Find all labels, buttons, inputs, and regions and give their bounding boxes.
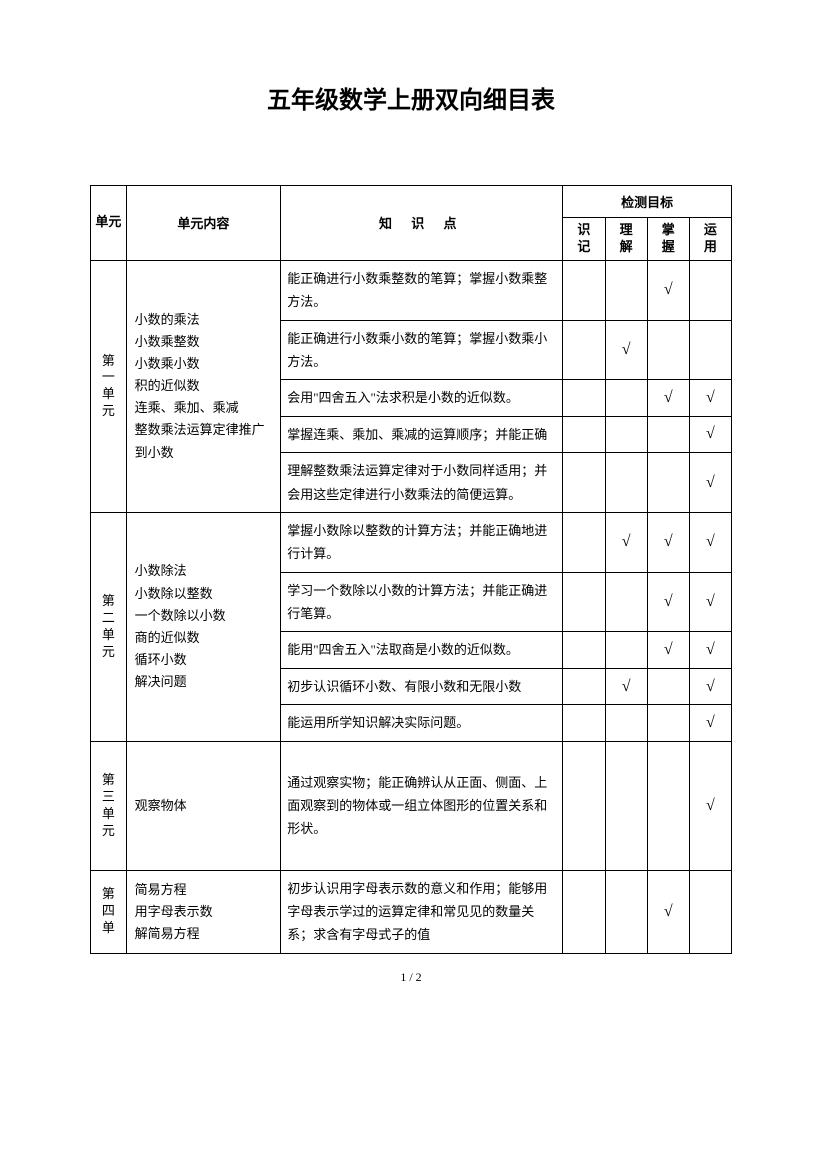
check-cell (563, 416, 605, 452)
check-cell: √ (647, 870, 689, 953)
unit-content: 简易方程用字母表示数解简易方程 (126, 870, 281, 953)
header-knowledge: 知 识 点 (281, 186, 563, 261)
knowledge-cell: 初步认识循环小数、有限小数和无限小数 (281, 668, 563, 704)
check-cell (689, 260, 731, 320)
page-title: 五年级数学上册双向细目表 (90, 80, 732, 115)
knowledge-cell: 学习一个数除以小数的计算方法；并能正确进行笔算。 (281, 572, 563, 632)
check-cell: √ (605, 512, 647, 572)
check-cell (647, 668, 689, 704)
check-cell: √ (689, 380, 731, 416)
check-cell (563, 705, 605, 741)
check-cell: √ (689, 453, 731, 513)
check-cell (647, 705, 689, 741)
knowledge-cell: 通过观察实物；能正确辨认从正面、侧面、上面观察到的物体或一组立体图形的位置关系和… (281, 741, 563, 870)
unit-label: 第三单元 (91, 741, 127, 870)
check-cell (605, 416, 647, 452)
unit-content: 小数除法小数除以整数一个数除以小数商的近似数循环小数解决问题 (126, 512, 281, 741)
specification-table: 单元 单元内容 知 识 点 检测目标 识记 理解 掌握 运用 第一单元 小数的乘… (90, 185, 732, 954)
check-cell: √ (689, 572, 731, 632)
check-cell (605, 453, 647, 513)
check-cell: √ (647, 512, 689, 572)
check-cell (563, 870, 605, 953)
knowledge-cell: 掌握小数除以整数的计算方法；并能正确地进行计算。 (281, 512, 563, 572)
check-cell (689, 320, 731, 380)
check-cell (563, 380, 605, 416)
check-cell: √ (647, 380, 689, 416)
check-cell (563, 668, 605, 704)
knowledge-cell: 能正确进行小数乘整数的笔算；掌握小数乘整方法。 (281, 260, 563, 320)
check-cell: √ (689, 632, 731, 668)
header-target: 检测目标 (563, 186, 732, 218)
check-cell (605, 870, 647, 953)
check-cell: √ (689, 741, 731, 870)
page-number: 1 / 2 (90, 970, 732, 985)
check-cell (647, 416, 689, 452)
check-cell (563, 572, 605, 632)
check-cell: √ (647, 572, 689, 632)
check-cell (647, 320, 689, 380)
unit-content: 小数的乘法小数乘整数小数乘小数积的近似数连乘、乘加、乘减整数乘法运算定律推广到小… (126, 260, 281, 512)
check-cell: √ (689, 705, 731, 741)
check-cell (605, 572, 647, 632)
check-cell (563, 741, 605, 870)
check-cell (605, 632, 647, 668)
check-cell (647, 741, 689, 870)
header-unit: 单元 (91, 186, 127, 261)
check-cell (605, 380, 647, 416)
unit-label: 第二单元 (91, 512, 127, 741)
check-cell: √ (605, 320, 647, 380)
unit-label: 第一单元 (91, 260, 127, 512)
header-sub-0: 识记 (563, 218, 605, 261)
check-cell (689, 870, 731, 953)
unit-label: 第四单 (91, 870, 127, 953)
knowledge-cell: 能正确进行小数乘小数的笔算；掌握小数乘小方法。 (281, 320, 563, 380)
check-cell: √ (605, 668, 647, 704)
header-sub-1: 理解 (605, 218, 647, 261)
check-cell (563, 453, 605, 513)
check-cell (605, 705, 647, 741)
header-sub-2: 掌握 (647, 218, 689, 261)
knowledge-cell: 能用"四舍五入"法取商是小数的近似数。 (281, 632, 563, 668)
check-cell: √ (689, 668, 731, 704)
check-cell: √ (689, 512, 731, 572)
check-cell: √ (689, 416, 731, 452)
knowledge-cell: 能运用所学知识解决实际问题。 (281, 705, 563, 741)
check-cell: √ (647, 260, 689, 320)
knowledge-cell: 会用"四舍五入"法求积是小数的近似数。 (281, 380, 563, 416)
knowledge-cell: 理解整数乘法运算定律对于小数同样适用；并会用这些定律进行小数乘法的简便运算。 (281, 453, 563, 513)
unit-content: 观察物体 (126, 741, 281, 870)
check-cell (563, 512, 605, 572)
check-cell (647, 453, 689, 513)
check-cell (563, 320, 605, 380)
check-cell: √ (647, 632, 689, 668)
knowledge-cell: 初步认识用字母表示数的意义和作用；能够用字母表示学过的运算定律和常见见的数量关系… (281, 870, 563, 953)
check-cell (605, 741, 647, 870)
header-content: 单元内容 (126, 186, 281, 261)
check-cell (563, 260, 605, 320)
check-cell (563, 632, 605, 668)
check-cell (605, 260, 647, 320)
knowledge-cell: 掌握连乘、乘加、乘减的运算顺序；并能正确 (281, 416, 563, 452)
header-sub-3: 运用 (689, 218, 731, 261)
